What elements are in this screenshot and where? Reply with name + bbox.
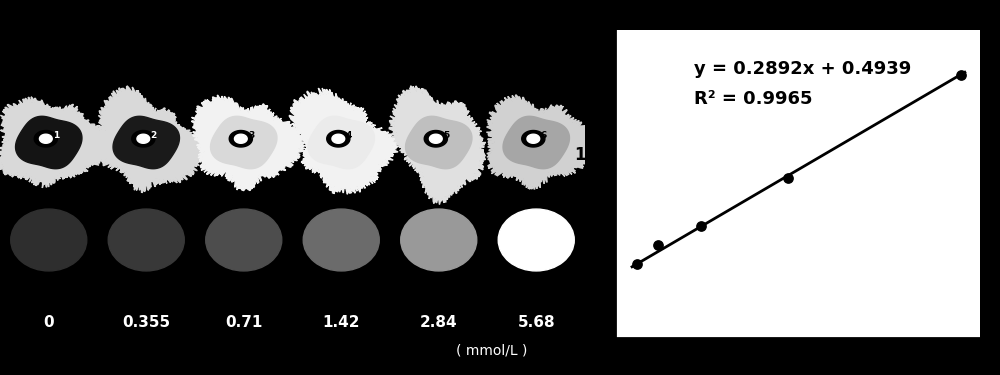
- Polygon shape: [429, 134, 442, 143]
- Text: 0.71: 0.71: [225, 315, 262, 330]
- Text: 6: 6: [541, 131, 547, 140]
- Polygon shape: [389, 86, 486, 204]
- Text: y = 0.2892x + 0.4939: y = 0.2892x + 0.4939: [694, 60, 911, 78]
- Text: 0: 0: [43, 315, 54, 330]
- Text: R² = 0.9965: R² = 0.9965: [694, 90, 813, 108]
- Ellipse shape: [401, 209, 477, 271]
- Polygon shape: [0, 97, 114, 188]
- Polygon shape: [234, 134, 247, 143]
- Polygon shape: [16, 116, 82, 169]
- Text: 5.68: 5.68: [517, 315, 555, 330]
- Polygon shape: [98, 86, 206, 192]
- Ellipse shape: [11, 209, 87, 271]
- Polygon shape: [191, 95, 306, 191]
- Polygon shape: [289, 88, 399, 194]
- Polygon shape: [113, 116, 179, 169]
- Polygon shape: [308, 116, 374, 169]
- Text: 0.355: 0.355: [122, 315, 170, 330]
- Text: ( mmol/L ): ( mmol/L ): [456, 344, 527, 358]
- Point: [953, 72, 969, 78]
- Polygon shape: [522, 130, 545, 147]
- Ellipse shape: [303, 209, 379, 271]
- Point: [650, 243, 666, 249]
- Polygon shape: [332, 134, 345, 143]
- Polygon shape: [229, 130, 252, 147]
- Polygon shape: [137, 134, 150, 143]
- Text: 2: 2: [151, 131, 157, 140]
- Text: 1: 1: [53, 131, 59, 140]
- Polygon shape: [34, 130, 57, 147]
- Polygon shape: [39, 134, 52, 143]
- Polygon shape: [327, 130, 350, 147]
- Text: 4: 4: [346, 131, 352, 140]
- Title: TEMPO-PPF: TEMPO-PPF: [725, 3, 870, 23]
- Text: 5: 5: [443, 131, 449, 140]
- Text: 3: 3: [248, 131, 254, 140]
- Ellipse shape: [206, 209, 282, 271]
- Polygon shape: [132, 130, 155, 147]
- Polygon shape: [527, 134, 540, 143]
- Point: [629, 261, 645, 267]
- Ellipse shape: [108, 209, 184, 271]
- Polygon shape: [424, 130, 447, 147]
- Ellipse shape: [498, 209, 574, 271]
- Polygon shape: [486, 95, 600, 189]
- Text: 1.42: 1.42: [322, 315, 360, 330]
- Text: 2.84: 2.84: [420, 315, 458, 330]
- Point: [780, 175, 796, 181]
- Polygon shape: [503, 116, 569, 169]
- Point: [693, 223, 709, 229]
- Polygon shape: [211, 116, 277, 169]
- Polygon shape: [406, 116, 472, 169]
